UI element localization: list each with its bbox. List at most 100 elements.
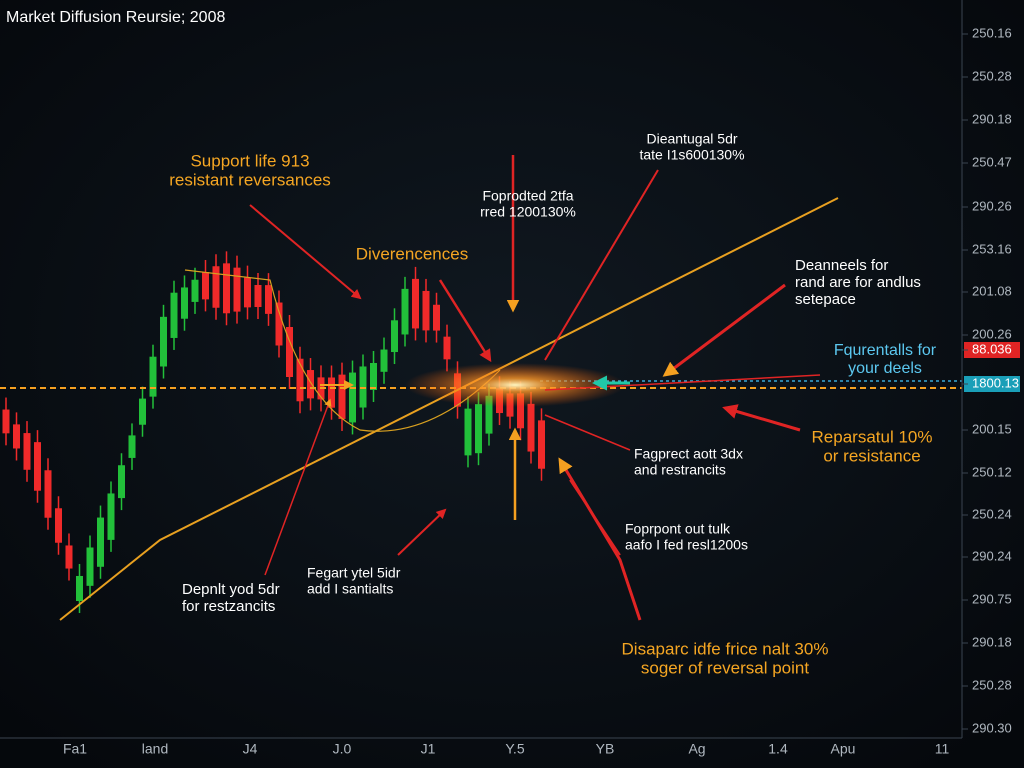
- candle-body: [265, 285, 272, 314]
- arrow: [438, 279, 492, 363]
- candle-body: [44, 470, 52, 518]
- price-label-box: [964, 342, 1020, 358]
- candle-body: [244, 277, 251, 308]
- arrow: [662, 283, 786, 377]
- annotation: rand are for andlus: [795, 274, 921, 291]
- candle-body: [412, 278, 419, 329]
- price-label: 200.15: [972, 421, 1012, 436]
- candle-body: [475, 404, 482, 454]
- time-label: J1: [421, 741, 436, 757]
- price-label: 250.24: [972, 506, 1012, 521]
- price-label: 250.28: [972, 677, 1012, 692]
- candles: [2, 251, 545, 614]
- price-label: 253.16: [972, 241, 1012, 256]
- candle-body: [338, 374, 346, 419]
- candle-body: [433, 304, 440, 331]
- price-label: 290.18: [972, 111, 1012, 126]
- candle-body: [86, 547, 94, 586]
- arrows: [249, 155, 821, 621]
- candle-body: [34, 442, 41, 491]
- annotation: tate I1s600130%: [639, 147, 744, 163]
- annotation: Disaparc idfe frice nalt 30%: [622, 639, 829, 658]
- time-label: Y.5: [505, 741, 524, 757]
- candle-body: [443, 336, 451, 360]
- candle-body: [76, 575, 83, 602]
- candle-body: [422, 290, 430, 331]
- annotation: Depnlt yod 5dr: [182, 581, 280, 598]
- candle-body: [401, 288, 409, 335]
- annotation: Support life 913: [190, 151, 309, 170]
- candle-body: [233, 267, 241, 312]
- annotation: your deels: [848, 360, 922, 377]
- candle-body: [181, 287, 188, 319]
- time-label: J.0: [333, 741, 352, 757]
- price-label: 290.26: [972, 198, 1012, 213]
- candle-body: [65, 545, 73, 569]
- annotation: Fegart ytel 5idr: [307, 565, 401, 581]
- candle-body: [485, 395, 493, 434]
- trend-line: [59, 197, 839, 621]
- candle-body: [307, 370, 314, 399]
- price-label: 200.26: [972, 326, 1012, 341]
- candle-body: [328, 377, 335, 408]
- candle-body: [170, 292, 178, 338]
- candle-body: [191, 279, 199, 302]
- candle-body: [517, 393, 524, 429]
- candle-body: [13, 424, 20, 449]
- annotation: or resistance: [823, 446, 920, 465]
- annotation: resistant reversances: [169, 170, 331, 189]
- arrow: [249, 204, 362, 300]
- annotation: Dieantugal 5dr: [646, 131, 737, 147]
- annotation: Foprodted 2tfa: [482, 188, 573, 204]
- time-label: J4: [243, 741, 258, 757]
- candle-body: [254, 284, 262, 308]
- time-label: land: [142, 741, 168, 757]
- candle-body: [149, 356, 157, 397]
- annotation: Deanneels for: [795, 257, 888, 274]
- arrow: [544, 169, 659, 361]
- candle-body: [212, 266, 220, 308]
- candle-body: [23, 433, 31, 470]
- price-label-box: [964, 376, 1020, 392]
- candle-body: [2, 409, 10, 434]
- annotation: add I santialts: [307, 581, 393, 597]
- annotation: Fagprect aott 3dx: [634, 446, 743, 462]
- time-label: Apu: [831, 741, 856, 757]
- price-label: 250.16: [972, 25, 1012, 40]
- candle-body: [55, 508, 62, 543]
- time-label: 11: [935, 741, 950, 757]
- price-label: 290.75: [972, 591, 1012, 606]
- arrow: [569, 479, 621, 556]
- annotation: and restrancits: [634, 462, 726, 478]
- candle-body: [107, 493, 115, 540]
- candle-body: [223, 263, 230, 314]
- candle-body: [527, 403, 535, 452]
- annotation: soger of reversal point: [641, 658, 809, 677]
- price-label: 250.12: [972, 464, 1012, 479]
- price-label: 290.18: [972, 634, 1012, 649]
- annotation: aafo I fed resl1200s: [625, 537, 748, 553]
- annotation: setepace: [795, 291, 856, 308]
- candle-body: [202, 271, 209, 300]
- annotation: Foprpont out tulk: [625, 521, 731, 537]
- arrow: [264, 398, 332, 576]
- candle-body: [296, 358, 304, 402]
- chart-title: Market Diffusion Reursie; 2008: [6, 9, 225, 26]
- candle-body: [160, 316, 167, 367]
- annotation: rred 1200130%: [480, 204, 576, 220]
- candle-body: [464, 408, 472, 456]
- arrow: [544, 374, 821, 391]
- annotation: Fqurentalls for: [834, 342, 937, 359]
- time-label: YB: [596, 741, 615, 757]
- annotation: Reparsatul 10%: [812, 427, 933, 446]
- price-label: 250.28: [972, 68, 1012, 83]
- candle-body: [349, 372, 356, 423]
- annotation: Diverencences: [356, 244, 468, 263]
- candle-body: [128, 435, 136, 458]
- price-label: 201.08: [972, 283, 1012, 298]
- time-label: Fa1: [63, 741, 87, 757]
- price-label: 290.30: [972, 720, 1012, 735]
- candle-body: [380, 349, 388, 372]
- curve: [184, 269, 501, 432]
